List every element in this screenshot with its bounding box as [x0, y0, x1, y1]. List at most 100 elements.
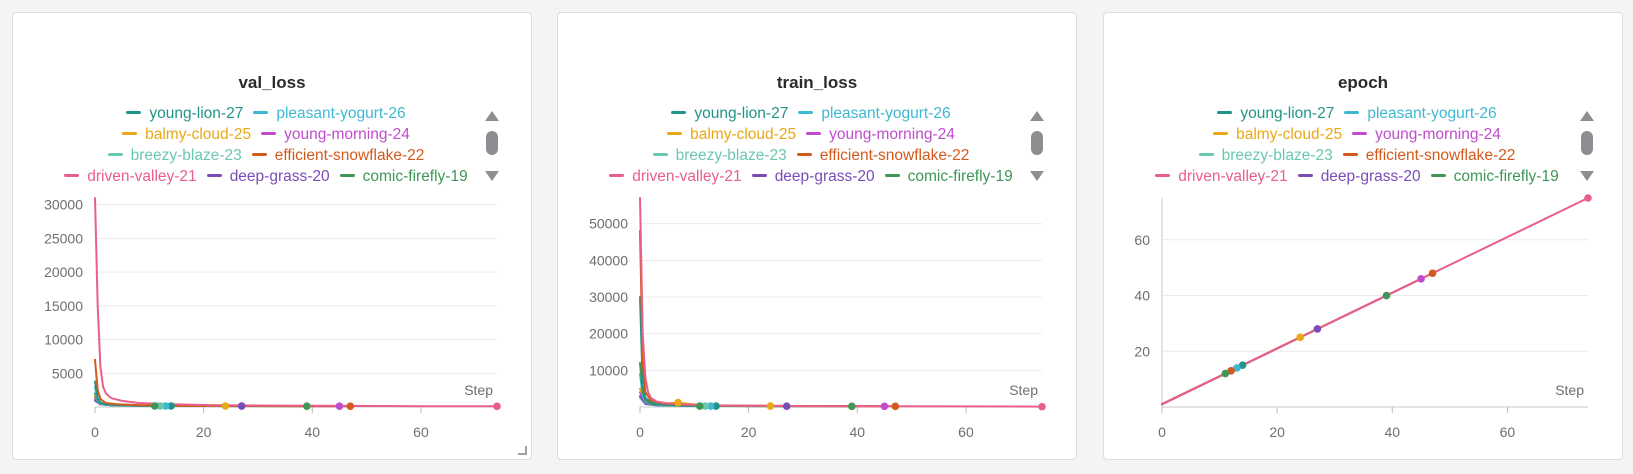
series-point-comic-firefly-19[interactable] — [303, 402, 311, 410]
series-point-pleasant-yogurt-26[interactable] — [161, 402, 170, 410]
x-tick-label: 40 — [1384, 424, 1400, 440]
legend-item[interactable]: young-lion-27 — [1217, 103, 1334, 124]
legend-item[interactable]: balmy-cloud-25 — [667, 124, 796, 145]
legend-label: deep-grass-20 — [229, 168, 330, 185]
series-point-breezy-blaze-23[interactable] — [701, 402, 709, 410]
chart-panel-val-loss[interactable]: val_loss young-lion-27 pleasant-yogurt-26… — [12, 12, 532, 460]
series-line-efficient-snowflake-22[interactable] — [94, 358, 352, 408]
legend-scrollbar[interactable] — [1580, 111, 1594, 187]
chart-plot[interactable]: 5000 10000 15000 20000 25000 30000 0 20 40 60 Step — [13, 13, 532, 460]
series-point-young-lion-27[interactable] — [712, 402, 720, 410]
series-line-comic-firefly-19[interactable] — [639, 362, 853, 408]
series-line-driven-valley-21[interactable] — [94, 197, 498, 408]
legend-item[interactable]: driven-valley-21 — [64, 166, 197, 187]
resize-handle-icon[interactable] — [518, 446, 527, 455]
legend-item[interactable]: efficient-snowflake-22 — [251, 145, 424, 166]
legend-swatch — [671, 111, 687, 115]
legend-item[interactable]: breezy-blaze-23 — [107, 145, 242, 166]
legend-scrollbar[interactable] — [485, 111, 499, 187]
series-point-efficient-snowflake-22[interactable] — [1428, 269, 1437, 278]
series-point-deep-grass-20[interactable] — [782, 402, 791, 410]
legend-item[interactable]: efficient-snowflake-22 — [1342, 145, 1515, 166]
series-line-driven-valley-21[interactable] — [639, 197, 1043, 408]
legend-label: young-morning-24 — [284, 126, 410, 143]
series-point-balmy-cloud-25[interactable] — [1296, 333, 1304, 342]
x-axis-label: Step — [464, 382, 493, 398]
series-point-comic-firefly-19[interactable] — [1382, 291, 1391, 300]
legend-item[interactable]: comic-firefly-19 — [339, 166, 468, 187]
legend-item[interactable]: pleasant-yogurt-26 — [1344, 103, 1497, 124]
scroll-down-icon[interactable] — [1580, 171, 1594, 181]
legend-label: balmy-cloud-25 — [145, 126, 252, 143]
legend-item[interactable]: breezy-blaze-23 — [652, 145, 787, 166]
series-point-balmy-cloud-25[interactable] — [221, 402, 230, 410]
series-point-driven-valley-21[interactable] — [1584, 194, 1592, 202]
scroll-thumb[interactable] — [1031, 131, 1043, 155]
series-point-efficient-snowflake-22[interactable] — [891, 402, 900, 411]
chart-plot[interactable]: 20 40 60 0 20 40 60 Step — [1104, 13, 1623, 460]
series-point-efficient-snowflake-22[interactable] — [1227, 366, 1235, 375]
legend-scrollbar[interactable] — [1030, 111, 1044, 187]
legend-item[interactable]: young-lion-27 — [126, 103, 243, 124]
chart-panel-epoch[interactable]: epoch young-lion-27 pleasant-yogurt-26 bal… — [1103, 12, 1623, 460]
legend-label: pleasant-yogurt-26 — [821, 105, 951, 122]
legend-swatch — [251, 153, 267, 157]
series-point-young-lion-27[interactable] — [1238, 361, 1247, 370]
series-point-pleasant-yogurt-26[interactable] — [706, 402, 715, 410]
legend-item[interactable]: balmy-cloud-25 — [1213, 124, 1342, 145]
series-point-deep-grass-20[interactable] — [1313, 325, 1322, 333]
scroll-up-icon[interactable] — [1030, 111, 1044, 121]
legend-item[interactable]: pleasant-yogurt-26 — [798, 103, 951, 124]
series-line-young-lion-27[interactable] — [639, 296, 718, 408]
series-point-pleasant-yogurt-26[interactable] — [1233, 364, 1241, 372]
legend-item[interactable]: deep-grass-20 — [1297, 166, 1421, 187]
legend-item[interactable]: driven-valley-21 — [609, 166, 742, 187]
series-point-young-morning-24[interactable] — [1417, 275, 1425, 283]
legend-item[interactable]: pleasant-yogurt-26 — [253, 103, 406, 124]
legend-item[interactable]: young-morning-24 — [806, 124, 955, 145]
series-point-young-lion-27[interactable] — [167, 402, 175, 410]
legend-item[interactable]: comic-firefly-19 — [884, 166, 1013, 187]
series-point-balmy-cloud-25[interactable] — [674, 398, 682, 407]
chart-plot[interactable]: 10000 20000 30000 40000 50000 0 20 40 60 Step — [558, 13, 1077, 460]
series-point-comic-firefly-19[interactable] — [695, 402, 704, 410]
legend-label: balmy-cloud-25 — [690, 126, 797, 143]
scroll-up-icon[interactable] — [1580, 111, 1594, 121]
legend-item[interactable]: efficient-snowflake-22 — [796, 145, 969, 166]
legend-item[interactable]: driven-valley-21 — [1155, 166, 1288, 187]
scroll-down-icon[interactable] — [1030, 171, 1044, 181]
legend-item[interactable]: young-lion-27 — [671, 103, 788, 124]
series-point-driven-valley-21[interactable] — [1038, 402, 1046, 411]
legend-row: young-lion-27 pleasant-yogurt-26 — [31, 103, 501, 124]
legend-swatch — [206, 174, 222, 178]
series-point-young-morning-24[interactable] — [880, 402, 889, 411]
series-line-efficient-snowflake-22[interactable] — [639, 230, 897, 408]
chart-panel-train-loss[interactable]: train_loss young-lion-27 pleasant-yogurt-… — [557, 12, 1077, 460]
scroll-thumb[interactable] — [1581, 131, 1593, 155]
legend-swatch — [1155, 174, 1171, 178]
legend-label: young-lion-27 — [694, 105, 789, 122]
series-point-deep-grass-20[interactable] — [237, 402, 246, 410]
legend-label: pleasant-yogurt-26 — [276, 105, 406, 122]
scroll-up-icon[interactable] — [485, 111, 499, 121]
x-tick-label: 60 — [958, 424, 974, 440]
legend-label: young-morning-24 — [829, 126, 955, 143]
legend-item[interactable]: deep-grass-20 — [751, 166, 875, 187]
series-point-comic-firefly-19[interactable] — [848, 402, 856, 411]
series-point-comic-firefly-19[interactable] — [1221, 369, 1230, 378]
series-point-young-morning-24[interactable] — [335, 402, 344, 410]
series-point-efficient-snowflake-22[interactable] — [346, 402, 355, 410]
series-point-driven-valley-21[interactable] — [493, 402, 501, 411]
legend-swatch — [806, 132, 822, 136]
series-point-comic-firefly-19[interactable] — [150, 402, 159, 410]
legend-item[interactable]: breezy-blaze-23 — [1198, 145, 1333, 166]
legend-item[interactable]: balmy-cloud-25 — [122, 124, 251, 145]
scroll-thumb[interactable] — [486, 131, 498, 155]
series-point-breezy-blaze-23[interactable] — [156, 402, 164, 410]
legend-item[interactable]: young-morning-24 — [261, 124, 410, 145]
legend-item[interactable]: deep-grass-20 — [206, 166, 330, 187]
legend-item[interactable]: comic-firefly-19 — [1430, 166, 1559, 187]
scroll-down-icon[interactable] — [485, 171, 499, 181]
series-point-balmy-cloud-25[interactable] — [766, 402, 775, 410]
legend-item[interactable]: young-morning-24 — [1352, 124, 1501, 145]
